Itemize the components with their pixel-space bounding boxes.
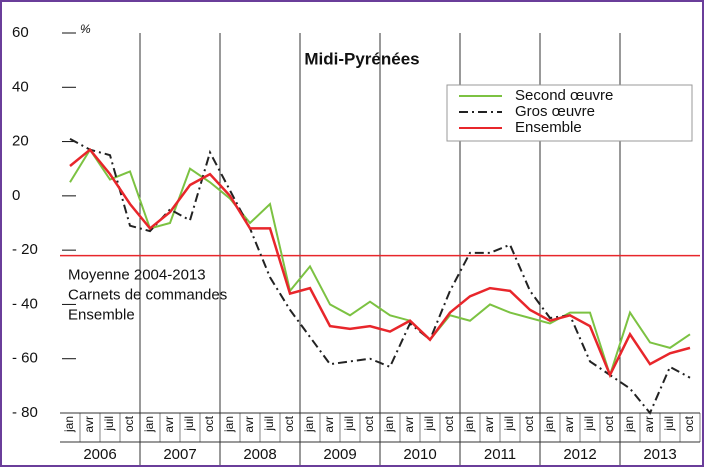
x-tick-label: jan [382, 416, 396, 433]
x-tick-label: oct [522, 415, 536, 432]
x-tick-label: oct [602, 415, 616, 432]
x-tick-label: oct [282, 415, 296, 432]
series-line [69, 147, 691, 379]
x-tick-label: avr [162, 416, 176, 433]
y-unit: % [80, 22, 91, 36]
x-tick-label: avr [402, 416, 416, 433]
year-label: 2012 [563, 446, 596, 463]
x-tick-label: avr [242, 416, 256, 433]
x-tick-label: juil [102, 416, 116, 432]
reference-label: Carnets de commandes [68, 287, 227, 304]
year-label: 2008 [243, 446, 276, 463]
x-tick-label: jan [462, 416, 476, 433]
x-tick-label: avr [642, 416, 656, 433]
y-tick-label: 20 [12, 133, 29, 150]
x-tick-label: jan [222, 416, 236, 433]
x-tick-label: jan [302, 416, 316, 433]
x-tick-label: juil [502, 416, 516, 432]
x-tick-label: oct [362, 415, 376, 432]
x-tick-label: avr [562, 416, 576, 433]
y-tick-label: 60 [12, 24, 29, 41]
x-tick-label: jan [542, 416, 556, 433]
series-line [69, 147, 691, 379]
x-tick-label: juil [662, 416, 676, 432]
x-tick-label: juil [582, 416, 596, 432]
legend-label: Second œuvre [515, 87, 613, 104]
y-tick-label: - 20 [12, 241, 38, 258]
reference-label: Moyenne 2004-2013 [68, 267, 206, 284]
x-tick-label: avr [82, 416, 96, 433]
year-label: 2011 [484, 446, 516, 463]
chart-title: Midi-Pyrénées [304, 49, 419, 68]
year-label: 2009 [323, 446, 356, 463]
year-label: 2007 [163, 446, 196, 463]
x-tick-label: juil [262, 416, 276, 432]
x-tick-label: avr [322, 416, 336, 433]
year-label: 2006 [83, 446, 116, 463]
series-line [69, 137, 691, 415]
legend-label: Ensemble [515, 119, 582, 136]
reference-label: Ensemble [68, 307, 135, 324]
x-tick-label: jan [142, 416, 156, 433]
x-tick-label: juil [182, 416, 196, 432]
y-tick-label: 0 [12, 187, 20, 204]
x-tick-label: avr [482, 416, 496, 433]
y-tick-label: - 80 [12, 404, 38, 421]
x-tick-label: jan [62, 416, 76, 433]
x-tick-label: oct [442, 415, 456, 432]
x-tick-label: oct [202, 415, 216, 432]
year-label: 2010 [403, 446, 436, 463]
legend-label: Gros œuvre [515, 103, 595, 120]
y-tick-label: - 40 [12, 295, 38, 312]
x-tick-label: oct [682, 415, 696, 432]
x-tick-label: juil [422, 416, 436, 432]
y-tick-label: - 60 [12, 350, 38, 367]
x-tick-label: jan [622, 416, 636, 433]
legend-box [446, 84, 693, 142]
x-tick-label: oct [122, 415, 136, 432]
x-tick-label: juil [342, 416, 356, 432]
y-tick-label: 40 [12, 78, 29, 95]
year-label: 2013 [643, 446, 676, 463]
